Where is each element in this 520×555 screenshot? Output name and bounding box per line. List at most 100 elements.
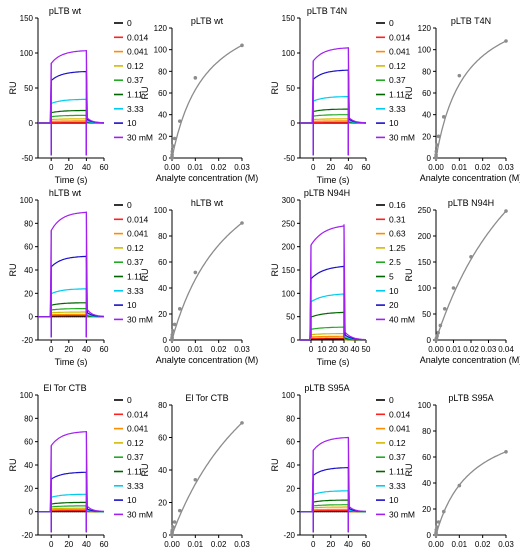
y-tick-label: 150 xyxy=(418,258,432,267)
y-tick-label: 20 xyxy=(158,310,167,319)
binding-curve-panel: pLTB wt 0 20 40 60 80 100 120 0.00 0.01 0.02 0.03 RU… xyxy=(140,16,258,183)
y-tick-label: -50 xyxy=(21,154,33,163)
legend-label: 0.014 xyxy=(389,409,411,419)
y-tick-label: 300 xyxy=(282,196,296,205)
legend-label: 3.33 xyxy=(127,481,144,491)
y-tick-label: 40 xyxy=(158,284,167,293)
legend-label: 3.33 xyxy=(127,286,144,296)
x-axis-label: Analyte concentration (M) xyxy=(420,355,520,365)
y-tick-label: 20 xyxy=(158,499,167,508)
data-point xyxy=(435,143,439,147)
panel-title: pLTB T4N xyxy=(451,16,491,26)
data-point xyxy=(457,483,462,488)
panel-title: pLTB wt xyxy=(49,6,82,16)
y-tick-label: 60 xyxy=(158,434,167,443)
data-point xyxy=(441,509,446,514)
x-tick-label: 0.03 xyxy=(498,540,514,549)
y-tick-label: 40 xyxy=(158,466,167,475)
y-axis-label: RU xyxy=(8,459,18,472)
x-tick-label: 60 xyxy=(100,540,109,549)
y-tick-label: 80 xyxy=(158,401,167,410)
x-tick-label: 0.01 xyxy=(452,163,468,172)
x-axis-label: Time (s) xyxy=(317,175,350,185)
x-tick-label: 0.02 xyxy=(463,345,479,354)
y-tick-label: -20 xyxy=(21,531,33,540)
y-tick-label: 0 xyxy=(163,154,168,163)
x-tick-label: 0.03 xyxy=(234,540,250,549)
legend-label: 1.11 xyxy=(389,467,405,477)
trace-30-mM xyxy=(38,431,104,513)
data-point xyxy=(170,152,174,157)
data-point xyxy=(436,134,441,139)
y-tick-label: 80 xyxy=(24,414,33,423)
y-axis-label: RU xyxy=(404,464,414,477)
y-tick-label: -50 xyxy=(283,154,295,163)
x-tick-label: 0.01 xyxy=(452,540,468,549)
x-axis-label: Analyte concentration (M) xyxy=(156,173,259,183)
y-tick-label: 120 xyxy=(154,24,168,33)
y-tick-label: 40 xyxy=(158,111,167,120)
x-axis-label: Time (s) xyxy=(55,175,88,185)
y-axis-label: RU xyxy=(8,82,18,95)
y-tick-label: 60 xyxy=(24,438,33,447)
legend-label: 0.31 xyxy=(389,214,406,224)
panel-title: pLTB S95A xyxy=(304,383,349,393)
data-point xyxy=(240,421,244,425)
fit-curve xyxy=(435,210,507,341)
x-tick-label: 40 xyxy=(82,540,91,549)
fit-curve xyxy=(171,222,243,341)
x-tick-label: 0.01 xyxy=(446,345,462,354)
legend-label: 2.5 xyxy=(389,257,401,267)
y-tick-label: 0 xyxy=(291,508,296,517)
legend-label: 0.041 xyxy=(389,47,411,57)
y-tick-label: 80 xyxy=(24,219,33,228)
y-tick-label: 0 xyxy=(427,154,432,163)
y-tick-label: 0 xyxy=(163,531,168,540)
y-tick-label: 80 xyxy=(422,427,431,436)
y-tick-label: 50 xyxy=(422,310,431,319)
y-tick-label: -20 xyxy=(283,531,295,540)
fit-curve xyxy=(435,40,507,159)
legend-label: 0.12 xyxy=(127,61,144,71)
data-point xyxy=(171,525,175,529)
x-tick-label: 0.00 xyxy=(428,345,444,354)
y-tick-label: 100 xyxy=(154,46,168,55)
y-tick-label: 0 xyxy=(427,336,432,345)
y-tick-label: 40 xyxy=(286,461,295,470)
y-tick-label: 80 xyxy=(286,414,295,423)
y-tick-label: 80 xyxy=(422,67,431,76)
legend-label: 10 xyxy=(127,118,137,128)
panel-title: pLTB S95A xyxy=(448,393,493,403)
data-point xyxy=(457,73,462,78)
legend-label: 0.041 xyxy=(127,229,149,239)
x-tick-label: 20 xyxy=(64,345,73,354)
y-tick-label: 100 xyxy=(282,289,296,298)
y-tick-label: 50 xyxy=(286,84,295,93)
legend-label: 1.11 xyxy=(127,272,143,282)
data-point xyxy=(436,330,440,335)
y-tick-label: 50 xyxy=(286,313,295,322)
y-tick-label: 150 xyxy=(282,266,296,275)
data-point xyxy=(438,323,443,328)
x-tick-label: 0.01 xyxy=(188,163,204,172)
legend-label: 20 xyxy=(389,300,399,310)
y-tick-label: 20 xyxy=(422,505,431,514)
x-tick-label: 60 xyxy=(362,163,371,172)
x-tick-label: 20 xyxy=(329,345,338,354)
y-axis-label: RU xyxy=(404,87,414,100)
y-tick-label: -20 xyxy=(21,336,33,345)
legend-label: 0.37 xyxy=(127,75,144,85)
panel-title: pLTB N94H xyxy=(304,188,350,198)
x-tick-label: 20 xyxy=(326,540,335,549)
y-tick-label: 20 xyxy=(422,132,431,141)
legend-label: 30 mM xyxy=(389,509,415,519)
data-point xyxy=(434,149,439,154)
legend-label: 30 mM xyxy=(127,314,153,324)
legend-label: 0.37 xyxy=(127,452,144,462)
x-tick-label: 20 xyxy=(64,163,73,172)
legend-label: 10 xyxy=(389,118,399,128)
y-tick-label: 60 xyxy=(286,438,295,447)
